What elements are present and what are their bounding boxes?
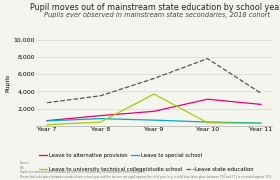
Line: Leave state education: Leave state education [47, 59, 261, 103]
Leave to special school [45, 120, 49, 122]
Leave state education [206, 58, 209, 60]
Line: Leave to university technical college/studio school: Leave to university technical college/st… [47, 94, 261, 125]
Leave to university technical college/studio school [152, 93, 156, 95]
Line: Leave to special school: Leave to special school [47, 119, 261, 123]
Leave state education [99, 95, 102, 97]
Leave to alternative provision [259, 103, 263, 105]
Text: Pupil moves out of mainstream state education by school year: Pupil moves out of mainstream state educ… [31, 3, 280, 12]
Leave to alternative provision [152, 110, 156, 112]
Leave state education [152, 77, 156, 80]
Legend: Leave to university technical college/studio school, Leave state education: Leave to university technical college/st… [39, 167, 254, 172]
Leave to university technical college/studio school [259, 123, 263, 125]
Leave to university technical college/studio school [206, 122, 209, 124]
Line: Leave to alternative provision: Leave to alternative provision [47, 99, 261, 121]
Leave state education [259, 92, 263, 94]
Text: Pupils ever observed in mainstream state secondaries, 2018 cohort: Pupils ever observed in mainstream state… [44, 12, 270, 18]
Leave to university technical college/studio school [99, 121, 102, 123]
Leave to alternative provision [45, 120, 49, 122]
Leave to special school [206, 121, 209, 123]
Leave state education [45, 102, 49, 104]
Leave to university technical college/studio school [45, 124, 49, 126]
Leave to alternative provision [206, 98, 209, 100]
Leave to alternative provision [99, 114, 102, 117]
Leave to special school [152, 119, 156, 121]
Leave to special school [99, 118, 102, 120]
Y-axis label: Pupils: Pupils [6, 74, 11, 92]
Leave to special school [259, 122, 263, 124]
Text: Source:
DfE
Pupils are assessed and classified by their first removal out of mai: Source: DfE Pupils are assessed and clas… [20, 161, 272, 179]
